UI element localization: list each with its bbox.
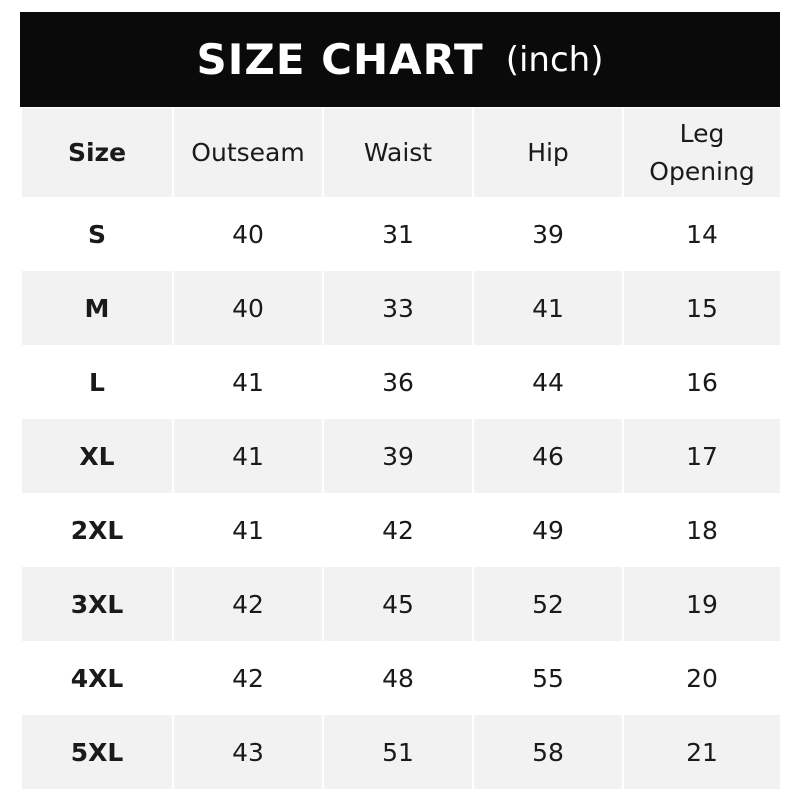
- measurement-cell: 43: [172, 715, 324, 789]
- measurement-cell: 14: [622, 197, 782, 271]
- measurement-cell: 18: [622, 493, 782, 567]
- size-label: S: [20, 197, 174, 271]
- measurement-cell: 19: [622, 567, 782, 641]
- measurement-cell: 36: [322, 345, 474, 419]
- measurement-cell: 52: [472, 567, 624, 641]
- measurement-cell: 58: [472, 715, 624, 789]
- table-row: 3XL 42 45 52 19: [20, 567, 782, 641]
- size-label: L: [20, 345, 174, 419]
- measurement-cell: 41: [172, 493, 324, 567]
- measurement-cell: 51: [322, 715, 474, 789]
- measurement-cell: 41: [472, 271, 624, 345]
- measurement-cell: 40: [172, 271, 324, 345]
- table-row: M 40 33 41 15: [20, 271, 782, 345]
- size-label: 3XL: [20, 567, 174, 641]
- column-header: Outseam: [172, 108, 324, 197]
- measurement-cell: 16: [622, 345, 782, 419]
- column-header: Size: [20, 108, 174, 197]
- column-header: Hip: [472, 108, 624, 197]
- measurement-cell: 17: [622, 419, 782, 493]
- column-header: Leg Opening: [622, 108, 782, 197]
- table-row: 2XL 41 42 49 18: [20, 493, 782, 567]
- size-table: Size Outseam Waist Hip Leg Opening S 40 31 39 14 M…: [20, 108, 782, 789]
- table-row: 5XL 43 51 58 21: [20, 715, 782, 789]
- measurement-cell: 15: [622, 271, 782, 345]
- measurement-cell: 42: [172, 641, 324, 715]
- size-label: 4XL: [20, 641, 174, 715]
- measurement-cell: 31: [322, 197, 474, 271]
- header-row: Size Outseam Waist Hip Leg Opening: [20, 108, 782, 197]
- measurement-cell: 42: [322, 493, 474, 567]
- title-main: SIZE CHART: [196, 35, 484, 84]
- measurement-cell: 46: [472, 419, 624, 493]
- size-label: M: [20, 271, 174, 345]
- measurement-cell: 41: [172, 345, 324, 419]
- measurement-cell: 41: [172, 419, 324, 493]
- chart-title: SIZE CHART (inch): [20, 12, 780, 107]
- measurement-cell: 45: [322, 567, 474, 641]
- table-row: L 41 36 44 16: [20, 345, 782, 419]
- measurement-cell: 39: [472, 197, 624, 271]
- measurement-cell: 49: [472, 493, 624, 567]
- table-row: 4XL 42 48 55 20: [20, 641, 782, 715]
- table-row: S 40 31 39 14: [20, 197, 782, 271]
- measurement-cell: 44: [472, 345, 624, 419]
- measurement-cell: 55: [472, 641, 624, 715]
- measurement-cell: 33: [322, 271, 474, 345]
- measurement-cell: 40: [172, 197, 324, 271]
- measurement-cell: 39: [322, 419, 474, 493]
- column-header: Waist: [322, 108, 474, 197]
- table-row: XL 41 39 46 17: [20, 419, 782, 493]
- size-label: 5XL: [20, 715, 174, 789]
- measurement-cell: 48: [322, 641, 474, 715]
- size-label: 2XL: [20, 493, 174, 567]
- measurement-cell: 20: [622, 641, 782, 715]
- title-unit: (inch): [505, 39, 604, 80]
- measurement-cell: 42: [172, 567, 324, 641]
- measurement-cell: 21: [622, 715, 782, 789]
- size-label: XL: [20, 419, 174, 493]
